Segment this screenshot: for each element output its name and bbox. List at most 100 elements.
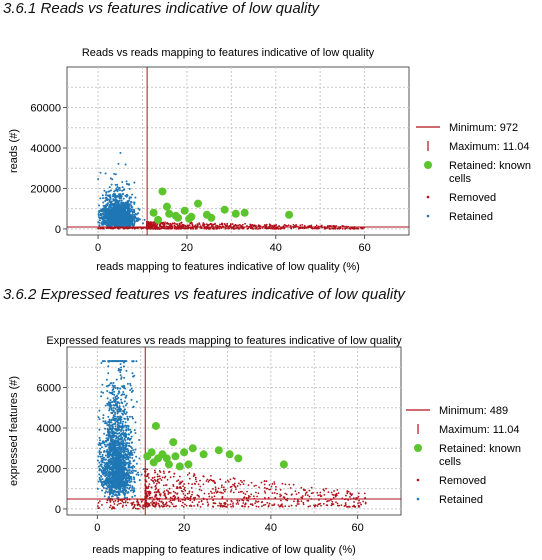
removed-point — [196, 225, 199, 227]
removed-point — [244, 222, 246, 225]
retained-point — [132, 476, 135, 479]
retained-point — [117, 427, 120, 430]
removed-point — [174, 222, 176, 225]
removed-point — [353, 227, 356, 230]
removed-point — [210, 490, 212, 493]
removed-point — [207, 503, 210, 506]
retained-point — [129, 382, 132, 385]
retained-point — [121, 211, 124, 214]
removed-point — [174, 496, 176, 498]
retained-point — [117, 367, 120, 370]
removed-point — [223, 222, 226, 225]
removed-point — [153, 495, 156, 498]
retained-point — [130, 470, 133, 473]
retained-point — [116, 217, 119, 220]
removed-point — [163, 222, 166, 225]
y-tick-label: 20000 — [30, 183, 61, 195]
retained-point — [104, 471, 107, 474]
retained-point — [114, 493, 117, 496]
retained-point — [131, 486, 134, 489]
retained-point — [112, 404, 115, 407]
retained-point — [103, 210, 106, 213]
retained-point — [111, 489, 114, 492]
removed-point — [355, 227, 357, 230]
retained-point — [102, 208, 105, 211]
removed-point — [332, 496, 335, 499]
removed-point — [198, 488, 201, 491]
removed-point — [158, 224, 161, 227]
retained-point — [115, 188, 118, 191]
removed-point — [281, 482, 284, 485]
removed-point — [235, 503, 238, 505]
removed-point — [275, 485, 277, 488]
retained-point — [128, 196, 131, 199]
section-heading-expressed-features: 3.6.2 Expressed features vs features ind… — [3, 286, 405, 303]
removed-point — [167, 223, 170, 225]
retained-point — [122, 390, 125, 393]
retained-point — [119, 420, 122, 423]
retained-point — [124, 163, 127, 166]
removed-point — [174, 491, 177, 494]
removed-point — [191, 501, 194, 504]
removed-point — [193, 505, 195, 507]
retained-point — [121, 208, 124, 211]
retained-point — [97, 455, 100, 458]
removed-point — [320, 495, 323, 497]
retained-point — [143, 218, 146, 221]
removed-point — [236, 499, 239, 502]
retained-point — [124, 490, 127, 493]
retained-known-point — [158, 187, 167, 196]
retained-point — [119, 418, 122, 421]
removed-point — [188, 224, 191, 227]
removed-point — [207, 504, 209, 507]
y-tick-label: 6000 — [37, 382, 61, 394]
removed-point — [220, 484, 223, 487]
removed-point — [176, 225, 179, 227]
removed-point — [283, 227, 286, 230]
removed-point — [349, 496, 351, 498]
removed-point — [286, 499, 289, 502]
retained-point — [128, 486, 131, 489]
removed-point — [316, 505, 319, 507]
removed-point — [223, 502, 226, 504]
removed-point — [161, 476, 164, 479]
retained-point — [121, 402, 124, 405]
retained-point — [120, 394, 123, 397]
retained-point — [120, 195, 123, 198]
removed-point — [233, 482, 236, 485]
removed-point — [358, 505, 361, 507]
retained-point — [106, 215, 109, 218]
retained-point — [97, 214, 100, 217]
retained-point — [98, 473, 101, 476]
removed-point — [216, 224, 219, 227]
retained-point — [126, 496, 129, 499]
removed-point — [158, 469, 161, 472]
retained-point — [117, 415, 120, 418]
removed-point — [162, 491, 165, 494]
removed-point — [159, 493, 162, 495]
retained-point — [127, 433, 130, 436]
removed-point — [176, 492, 179, 495]
removed-point — [293, 500, 295, 503]
retained-point — [99, 197, 102, 200]
retained-point — [112, 416, 115, 419]
retained-point — [137, 473, 140, 476]
removed-point — [153, 491, 156, 494]
retained-point — [119, 368, 122, 371]
removed-point — [290, 504, 293, 507]
removed-point — [232, 505, 235, 508]
removed-point — [125, 504, 128, 507]
removed-point — [123, 227, 126, 230]
retained-point — [122, 447, 125, 450]
retained-point — [106, 450, 109, 453]
removed-point — [241, 481, 244, 484]
retained-point — [114, 360, 117, 363]
retained-point — [133, 478, 136, 481]
retained-point — [119, 485, 122, 488]
removed-point — [256, 228, 258, 230]
removed-point — [335, 492, 338, 495]
removed-point — [233, 477, 236, 480]
retained-point — [104, 439, 107, 442]
retained-point — [115, 211, 118, 214]
retained-point — [104, 420, 107, 423]
